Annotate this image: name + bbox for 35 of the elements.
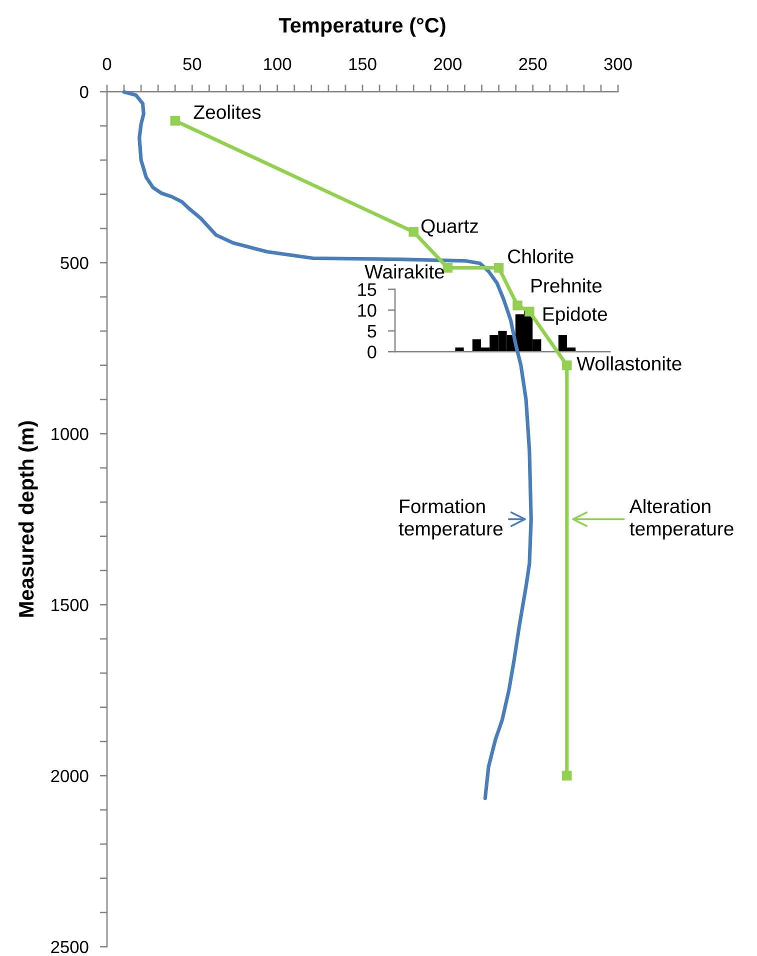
y-tick-label: 0 [80,86,88,98]
annotation: Wairakite [364,264,444,279]
annotation: Prehnite [532,278,602,293]
point [408,227,418,237]
x-tick-label: 300 [604,58,632,70]
point [562,770,572,781]
x-tick-label: 250 [519,58,547,70]
point [494,262,504,273]
legend-label: Alteration temperature [629,498,734,540]
y-tick-label: 2000 [51,770,88,782]
x-tick-label: 200 [434,58,462,70]
point [512,300,522,310]
annotation: Epidote [544,306,608,325]
series-label: Formation temperature [398,498,502,540]
y-tick-label: 0 [368,346,376,358]
y-tick-label: 500 [60,256,88,270]
y-tick-label: 1500 [52,598,88,612]
x-tick-label: 50 [183,58,202,70]
x-tick-label: 100 [264,58,292,70]
y-tick-label: 10 [358,304,376,317]
y-tick-label: 5 [368,325,376,338]
y-axis-title: Measured depth (m) [18,421,38,617]
point [170,116,180,126]
x-axis-title: Temperature (°C) [278,17,446,37]
y-tick-label: 1000 [52,428,88,440]
annotation: Quartz [421,219,478,236]
annotation: Zeolites [194,104,261,120]
annotation: Chlorite [508,249,574,264]
x-tick-label: 0 [102,58,112,70]
y-tick-label: 15 [358,283,376,296]
y-tick-label: 2500 [51,940,88,954]
point [562,360,572,370]
annotation: Wollastonite [576,356,682,371]
point [524,306,534,316]
x-tick-label: 150 [349,58,376,70]
